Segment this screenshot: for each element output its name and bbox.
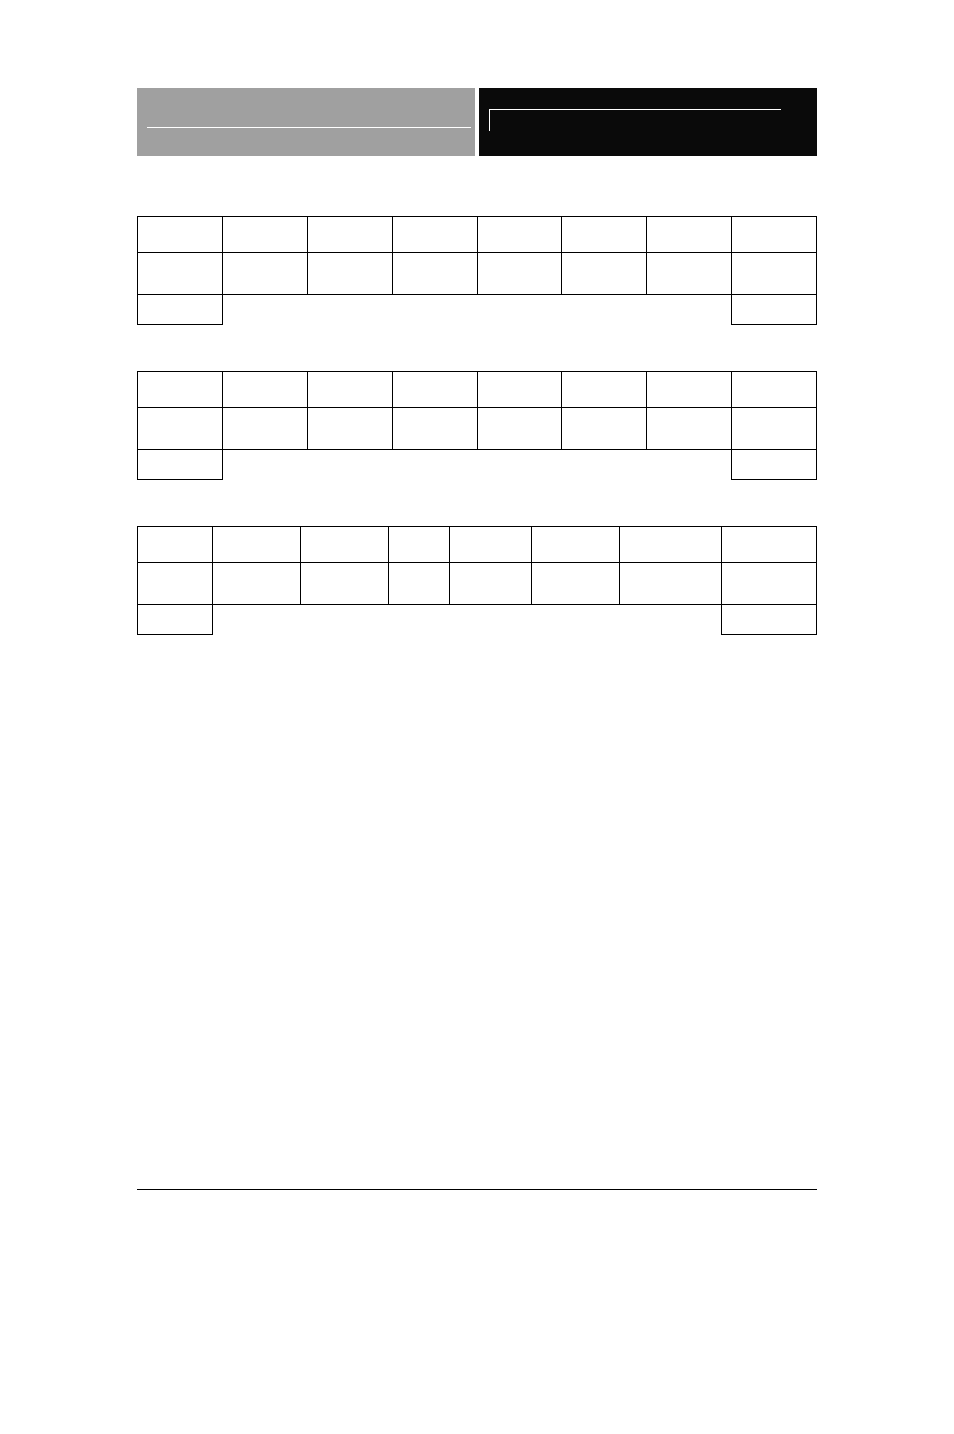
cell bbox=[222, 372, 307, 408]
cell bbox=[620, 563, 722, 605]
cell bbox=[450, 527, 531, 563]
cell bbox=[222, 253, 307, 295]
cell bbox=[732, 408, 817, 450]
table-row bbox=[138, 605, 817, 635]
cell bbox=[307, 253, 392, 295]
cell bbox=[138, 295, 223, 325]
cell bbox=[562, 408, 647, 450]
header bbox=[137, 88, 817, 156]
cell bbox=[392, 408, 477, 450]
cell bbox=[138, 527, 213, 563]
cell bbox=[721, 605, 816, 635]
cell bbox=[732, 450, 817, 480]
cell bbox=[732, 295, 817, 325]
header-left-rule bbox=[147, 127, 471, 128]
header-right-rule-v bbox=[489, 109, 490, 131]
cell bbox=[732, 217, 817, 253]
cell bbox=[389, 527, 450, 563]
table-row bbox=[138, 253, 817, 295]
cell bbox=[212, 563, 300, 605]
cell bbox=[392, 217, 477, 253]
table-2 bbox=[137, 371, 817, 480]
table-row bbox=[138, 217, 817, 253]
cell bbox=[477, 408, 562, 450]
cell bbox=[647, 217, 732, 253]
cell bbox=[138, 450, 223, 480]
cell bbox=[138, 563, 213, 605]
table-row bbox=[138, 450, 817, 480]
cell bbox=[307, 372, 392, 408]
cell bbox=[300, 563, 388, 605]
cell bbox=[138, 408, 223, 450]
table-row bbox=[138, 563, 817, 605]
table-row bbox=[138, 527, 817, 563]
cell bbox=[562, 253, 647, 295]
cell bbox=[721, 527, 816, 563]
cell bbox=[562, 217, 647, 253]
table-1 bbox=[137, 216, 817, 325]
cell bbox=[392, 372, 477, 408]
cell bbox=[732, 372, 817, 408]
cell bbox=[307, 408, 392, 450]
cell bbox=[477, 372, 562, 408]
footer-rule bbox=[137, 1189, 817, 1190]
cell bbox=[721, 563, 816, 605]
cell bbox=[647, 253, 732, 295]
cell bbox=[562, 372, 647, 408]
cell bbox=[307, 217, 392, 253]
cell bbox=[300, 527, 388, 563]
table-row bbox=[138, 408, 817, 450]
cell-merged bbox=[222, 295, 731, 325]
cell-merged bbox=[212, 605, 721, 635]
cell bbox=[450, 563, 531, 605]
header-right-block bbox=[479, 88, 817, 156]
table-row bbox=[138, 295, 817, 325]
table-3 bbox=[137, 526, 817, 635]
cell bbox=[531, 563, 619, 605]
cell bbox=[732, 253, 817, 295]
cell bbox=[647, 372, 732, 408]
cell bbox=[212, 527, 300, 563]
page-content bbox=[137, 0, 817, 635]
table-row bbox=[138, 372, 817, 408]
header-right-rule-h bbox=[489, 109, 781, 110]
cell bbox=[620, 527, 722, 563]
cell bbox=[222, 217, 307, 253]
cell bbox=[138, 217, 223, 253]
cell bbox=[647, 408, 732, 450]
cell bbox=[477, 253, 562, 295]
cell bbox=[389, 563, 450, 605]
cell bbox=[222, 408, 307, 450]
cell bbox=[138, 372, 223, 408]
cell bbox=[531, 527, 619, 563]
cell-merged bbox=[222, 450, 731, 480]
cell bbox=[392, 253, 477, 295]
cell bbox=[138, 605, 213, 635]
cell bbox=[138, 253, 223, 295]
cell bbox=[477, 217, 562, 253]
header-left-block bbox=[137, 88, 475, 156]
